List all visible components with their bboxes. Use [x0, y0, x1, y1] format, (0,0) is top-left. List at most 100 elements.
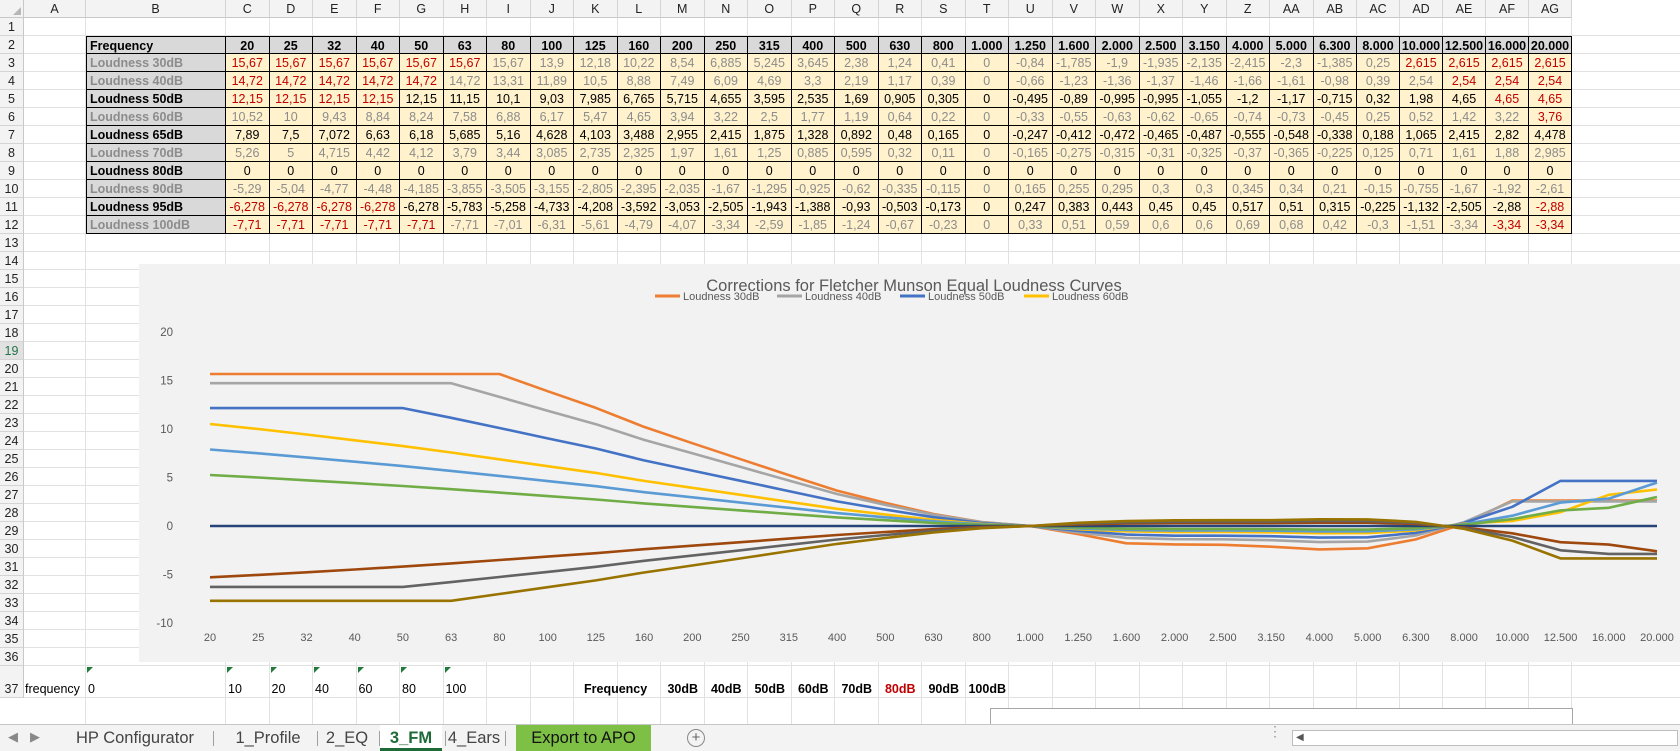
loudness-value-cell[interactable]: 0: [965, 216, 1009, 234]
loudness-row-label[interactable]: Loudness 70dB: [86, 144, 226, 162]
loudness-value-cell[interactable]: 3,22: [704, 108, 748, 126]
loudness-value-cell[interactable]: -7,71: [356, 216, 400, 234]
loudness-value-cell[interactable]: 2,54: [1529, 72, 1572, 90]
loudness-value-cell[interactable]: 0: [1400, 162, 1443, 180]
column-header[interactable]: N: [704, 0, 748, 18]
row-header[interactable]: 32: [0, 576, 24, 594]
loudness-value-cell[interactable]: 7,58: [443, 108, 487, 126]
loudness-value-cell[interactable]: 15,67: [400, 54, 444, 72]
column-header[interactable]: Q: [835, 0, 879, 18]
loudness-value-cell[interactable]: 3,76: [1529, 108, 1572, 126]
loudness-value-cell[interactable]: -1,66: [1226, 72, 1270, 90]
frequency-start-cell[interactable]: 0: [88, 682, 95, 696]
loudness-value-cell[interactable]: -3,855: [443, 180, 487, 198]
frequency-header-cell[interactable]: 8.000: [1357, 36, 1400, 54]
loudness-value-cell[interactable]: 2,985: [1529, 144, 1572, 162]
loudness-value-cell[interactable]: 0: [791, 162, 835, 180]
loudness-row-label[interactable]: Loudness 50dB: [86, 90, 226, 108]
loudness-value-cell[interactable]: -1,23: [1052, 72, 1096, 90]
loudness-value-cell[interactable]: 0: [965, 198, 1009, 216]
loudness-value-cell[interactable]: 8,24: [400, 108, 444, 126]
loudness-value-cell[interactable]: -5,04: [269, 180, 313, 198]
frequency-header-cell[interactable]: 630: [878, 36, 922, 54]
loudness-value-cell[interactable]: 0,39: [1357, 72, 1400, 90]
loudness-value-cell[interactable]: 2,615: [1486, 54, 1529, 72]
loudness-value-cell[interactable]: -5,783: [443, 198, 487, 216]
loudness-value-cell[interactable]: 13,31: [487, 72, 531, 90]
db-level-cell[interactable]: 70dB: [841, 682, 873, 696]
column-header[interactable]: W: [1096, 0, 1140, 18]
loudness-value-cell[interactable]: -3,34: [704, 216, 748, 234]
loudness-value-cell[interactable]: -1,295: [748, 180, 792, 198]
loudness-value-cell[interactable]: -1,24: [835, 216, 879, 234]
column-header[interactable]: L: [617, 0, 661, 18]
loudness-value-cell[interactable]: -2,505: [1443, 198, 1486, 216]
loudness-value-cell[interactable]: 0,255: [1052, 180, 1096, 198]
row-header[interactable]: 13: [0, 234, 24, 252]
column-header[interactable]: G: [400, 0, 444, 18]
loudness-value-cell[interactable]: 0: [530, 162, 574, 180]
frequency-header-cell[interactable]: 5.000: [1270, 36, 1314, 54]
loudness-value-cell[interactable]: 4,628: [530, 126, 574, 144]
loudness-value-cell[interactable]: -0,45: [1313, 108, 1357, 126]
loudness-value-cell[interactable]: 0,345: [1226, 180, 1270, 198]
frequency-header-cell[interactable]: 25: [269, 36, 313, 54]
loudness-row-label[interactable]: Loudness 30dB: [86, 54, 226, 72]
loudness-value-cell[interactable]: 10,5: [574, 72, 618, 90]
loudness-value-cell[interactable]: 0,6: [1139, 216, 1183, 234]
loudness-value-cell[interactable]: -0,67: [878, 216, 922, 234]
loudness-value-cell[interactable]: 4,478: [1529, 126, 1572, 144]
loudness-value-cell[interactable]: 0,11: [922, 144, 966, 162]
select-all-corner[interactable]: [0, 0, 24, 18]
loudness-value-cell[interactable]: -0,995: [1139, 90, 1183, 108]
loudness-value-cell[interactable]: 1,98: [1400, 90, 1443, 108]
sheet-tab[interactable]: 2_EQ: [325, 729, 369, 747]
loudness-value-cell[interactable]: 0,34: [1270, 180, 1314, 198]
row-header[interactable]: 8: [0, 144, 24, 162]
column-header[interactable]: A: [24, 0, 86, 18]
splitter-handle-icon[interactable]: ⋮: [1268, 723, 1282, 739]
loudness-value-cell[interactable]: 7,072: [313, 126, 357, 144]
tab-scroll-left-icon[interactable]: ◀: [8, 729, 18, 744]
loudness-value-cell[interactable]: -0,365: [1270, 144, 1314, 162]
loudness-value-cell[interactable]: -0,3: [1357, 216, 1400, 234]
column-header[interactable]: I: [487, 0, 531, 18]
loudness-chart[interactable]: Corrections for Fletcher Munson Equal Lo…: [139, 264, 1680, 662]
loudness-value-cell[interactable]: 0,295: [1096, 180, 1140, 198]
loudness-value-cell[interactable]: -0,23: [922, 216, 966, 234]
row-header[interactable]: 11: [0, 198, 24, 216]
loudness-value-cell[interactable]: -0,65: [1183, 108, 1227, 126]
loudness-value-cell[interactable]: 5,715: [661, 90, 705, 108]
loudness-value-cell[interactable]: -2,88: [1529, 198, 1572, 216]
loudness-value-cell[interactable]: -0,33: [1009, 108, 1053, 126]
row-header[interactable]: 1: [0, 18, 24, 36]
frequency-header-cell[interactable]: 100: [530, 36, 574, 54]
loudness-value-cell[interactable]: 0: [835, 162, 879, 180]
loudness-value-cell[interactable]: -4,733: [530, 198, 574, 216]
loudness-value-cell[interactable]: 1,328: [791, 126, 835, 144]
sheet-tab[interactable]: 3_FM: [380, 725, 442, 751]
loudness-value-cell[interactable]: 0,905: [878, 90, 922, 108]
row-header[interactable]: 37: [0, 666, 24, 698]
loudness-value-cell[interactable]: 5,26: [226, 144, 270, 162]
loudness-value-cell[interactable]: 0,39: [922, 72, 966, 90]
loudness-value-cell[interactable]: 0: [965, 108, 1009, 126]
loudness-value-cell[interactable]: 0,51: [1270, 198, 1314, 216]
loudness-value-cell[interactable]: 0: [965, 90, 1009, 108]
loudness-value-cell[interactable]: 12,15: [313, 90, 357, 108]
loudness-value-cell[interactable]: 0,59: [1096, 216, 1140, 234]
loudness-value-cell[interactable]: -0,472: [1096, 126, 1140, 144]
loudness-value-cell[interactable]: -0,315: [1096, 144, 1140, 162]
row-header[interactable]: 35: [0, 630, 24, 648]
loudness-value-cell[interactable]: 0: [1486, 162, 1529, 180]
db-level-cell[interactable]: 30dB: [667, 682, 699, 696]
sheet-tab[interactable]: 4_Ears: [447, 729, 501, 747]
column-header[interactable]: AG: [1529, 0, 1572, 18]
frequency-header-cell[interactable]: 12.500: [1443, 36, 1486, 54]
loudness-value-cell[interactable]: 0: [1529, 162, 1572, 180]
loudness-value-cell[interactable]: -1,61: [1270, 72, 1314, 90]
loudness-value-cell[interactable]: 1,065: [1400, 126, 1443, 144]
loudness-value-cell[interactable]: 0,71: [1400, 144, 1443, 162]
loudness-value-cell[interactable]: 3,595: [748, 90, 792, 108]
loudness-value-cell[interactable]: 1,25: [748, 144, 792, 162]
